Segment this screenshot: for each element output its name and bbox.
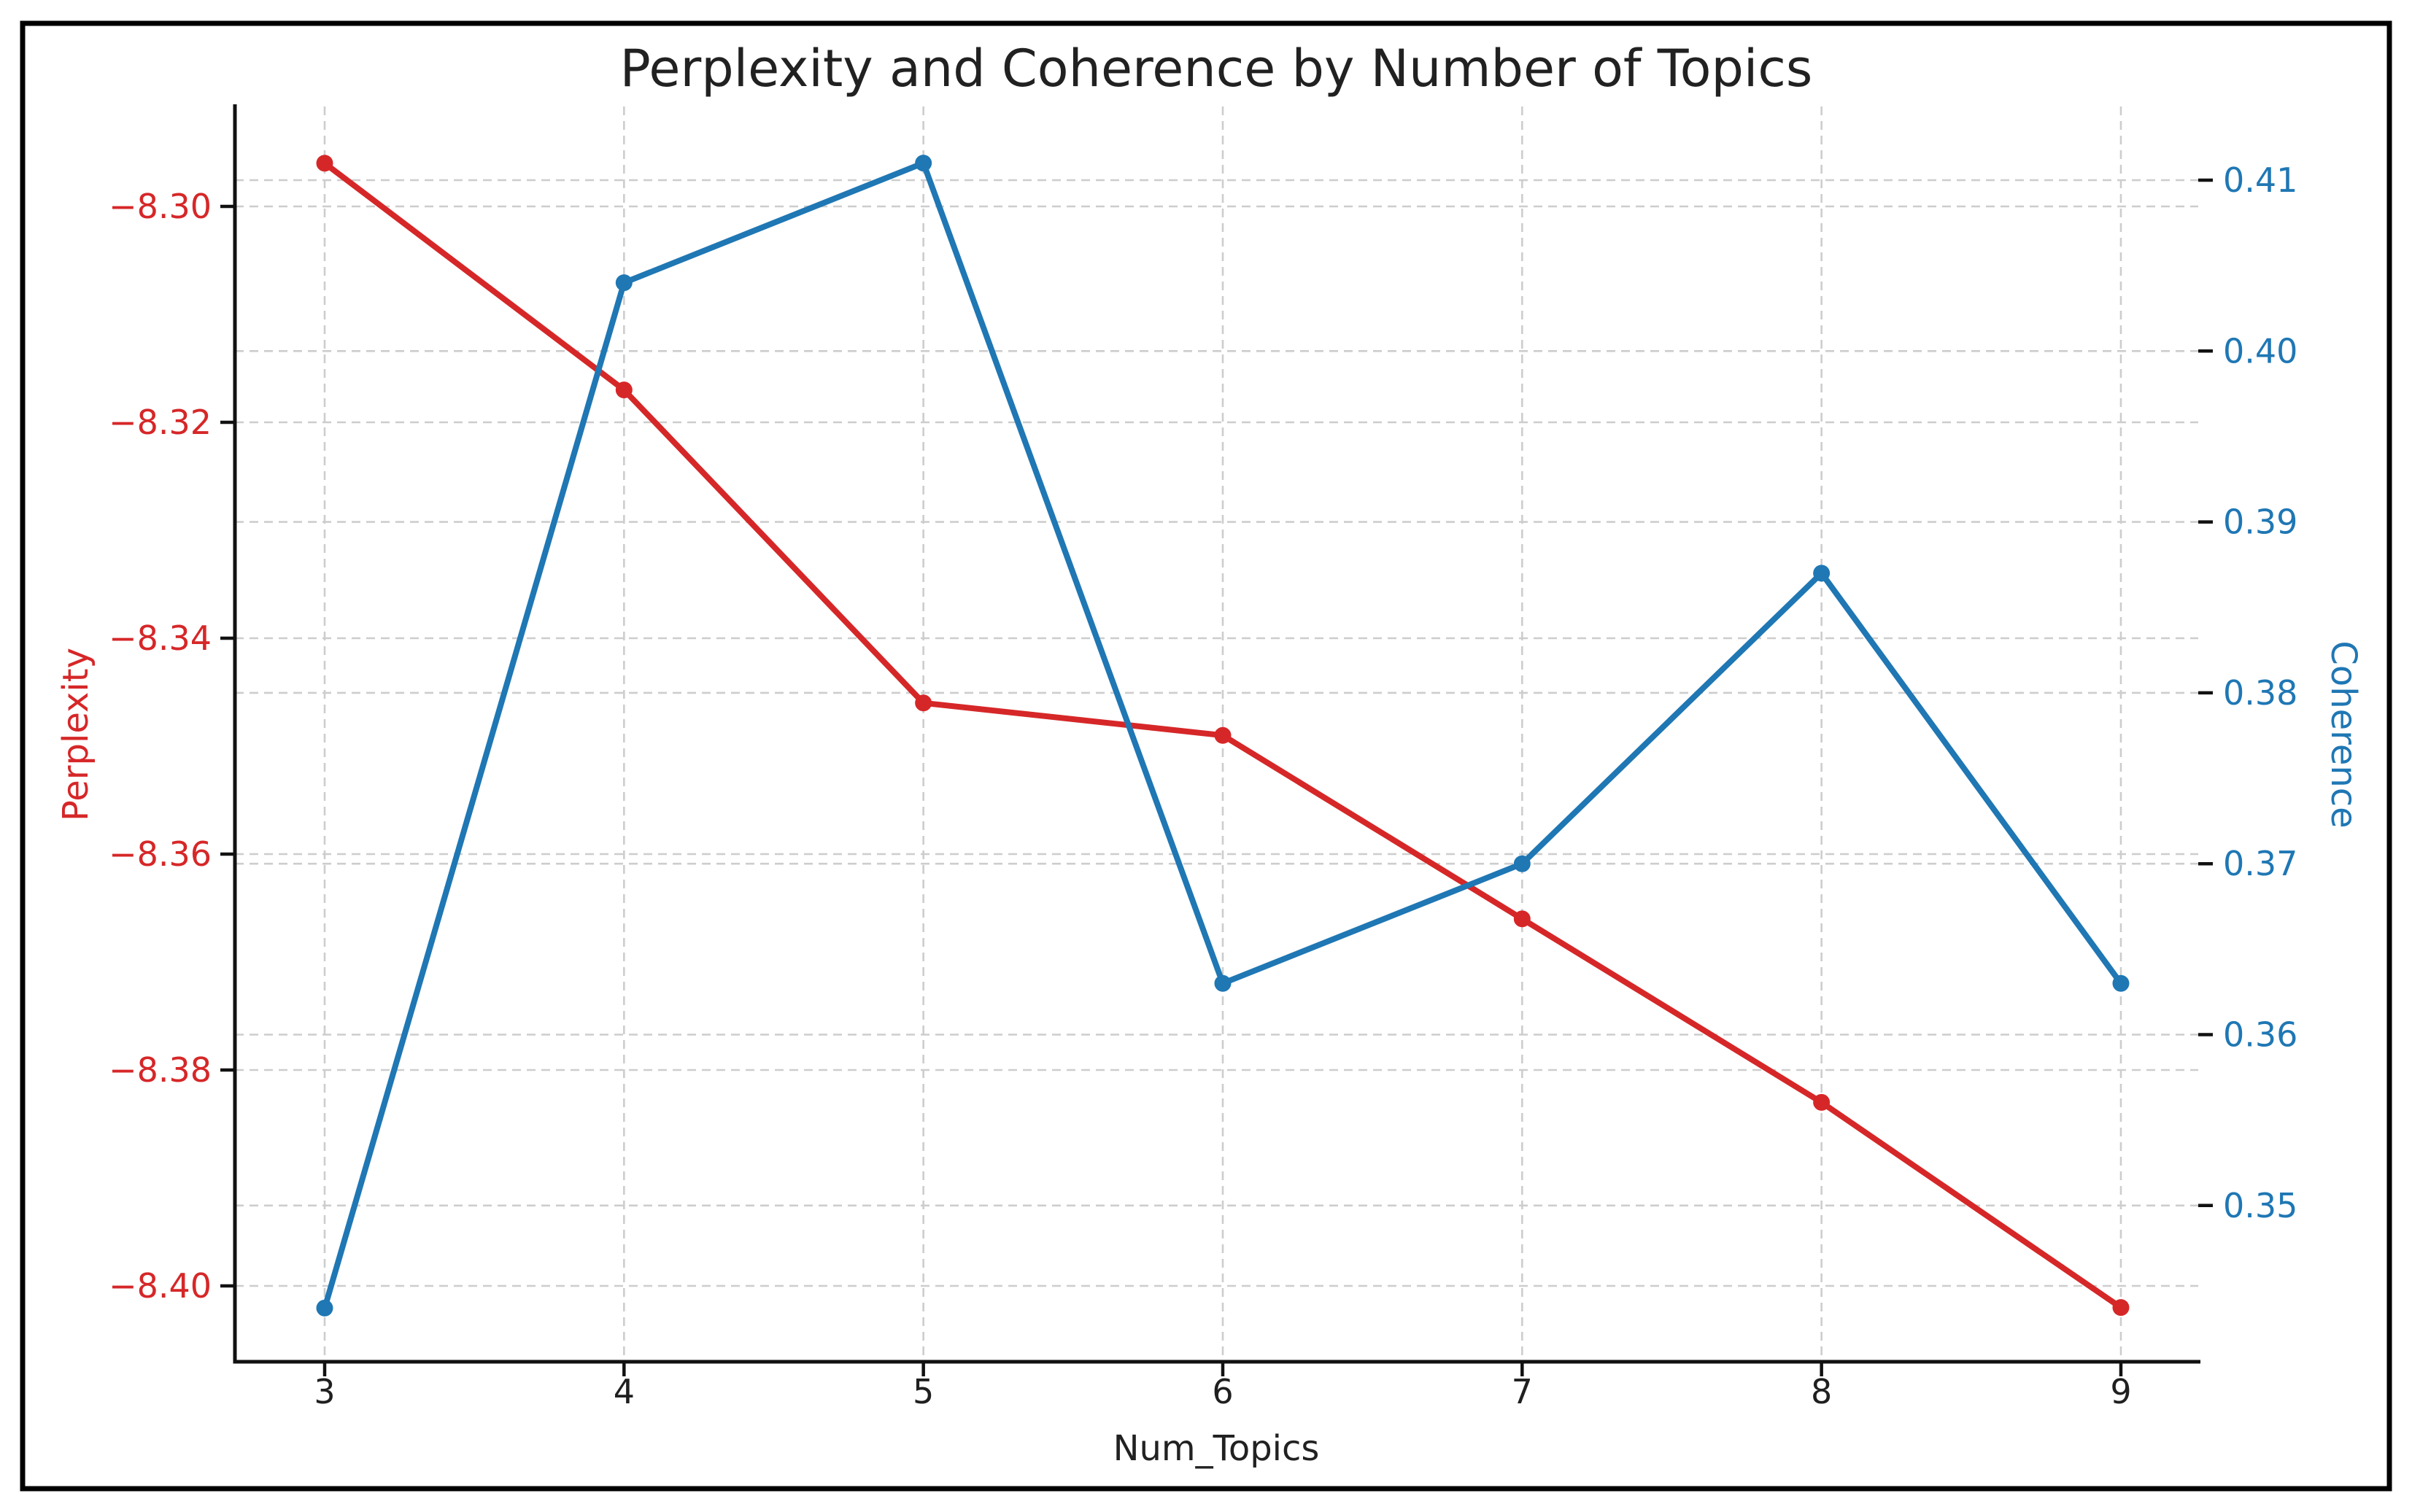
x-tick-label: 3 bbox=[314, 1372, 335, 1411]
right-tick-label: 0.40 bbox=[2223, 331, 2297, 371]
right-tick-label: 0.37 bbox=[2223, 844, 2297, 883]
left-tick-label: −8.30 bbox=[109, 187, 212, 226]
coherence-point bbox=[915, 155, 932, 172]
left-tick-label: −8.36 bbox=[109, 834, 212, 874]
figure-border bbox=[20, 20, 2392, 1492]
data-series bbox=[316, 155, 2130, 1317]
x-tick-label: 8 bbox=[1811, 1372, 1832, 1411]
perplexity-point bbox=[915, 694, 932, 712]
x-axis-label: Num_Topics bbox=[1113, 1428, 1320, 1469]
x-tick-label: 5 bbox=[913, 1372, 934, 1411]
right-tick-label: 0.41 bbox=[2223, 160, 2297, 200]
left-tick-label: −8.38 bbox=[109, 1050, 212, 1090]
left-tick-label: −8.34 bbox=[109, 619, 212, 658]
coherence-point bbox=[316, 1299, 333, 1317]
tick-labels: 3 4 5 6 7 8 9 −8.30 −8.32 −8.34 −8.36 −8.38 −8.40 0.4… bbox=[109, 160, 2297, 1411]
right-tick-label: 0.36 bbox=[2223, 1015, 2297, 1055]
perplexity-point bbox=[615, 381, 633, 399]
coherence-point bbox=[1813, 565, 1831, 582]
coherence-point bbox=[1214, 974, 1232, 992]
right-y-axis-label: Coherence bbox=[2323, 640, 2364, 828]
x-tick-label: 6 bbox=[1212, 1372, 1233, 1411]
axes bbox=[220, 104, 2213, 1376]
coherence-point bbox=[615, 274, 633, 292]
chart-title: Perplexity and Coherence by Number of To… bbox=[620, 39, 1813, 98]
coherence-point bbox=[2112, 974, 2130, 992]
left-y-axis-label: Perplexity bbox=[55, 648, 96, 821]
right-tick-label: 0.39 bbox=[2223, 503, 2297, 542]
coherence-point bbox=[1513, 855, 1531, 872]
perplexity-point bbox=[1513, 910, 1531, 928]
perplexity-point bbox=[1813, 1093, 1831, 1111]
perplexity-point bbox=[1214, 726, 1232, 744]
perplexity-point bbox=[2112, 1299, 2130, 1317]
left-tick-label: −8.40 bbox=[109, 1266, 212, 1306]
x-tick-label: 7 bbox=[1512, 1372, 1533, 1411]
left-tick-label: −8.32 bbox=[109, 403, 212, 442]
right-tick-label: 0.35 bbox=[2223, 1186, 2297, 1225]
gridlines bbox=[235, 106, 2198, 1362]
right-tick-label: 0.38 bbox=[2223, 673, 2297, 713]
x-tick-label: 9 bbox=[2110, 1372, 2131, 1411]
perplexity-point bbox=[316, 155, 333, 172]
x-tick-label: 4 bbox=[614, 1372, 635, 1411]
